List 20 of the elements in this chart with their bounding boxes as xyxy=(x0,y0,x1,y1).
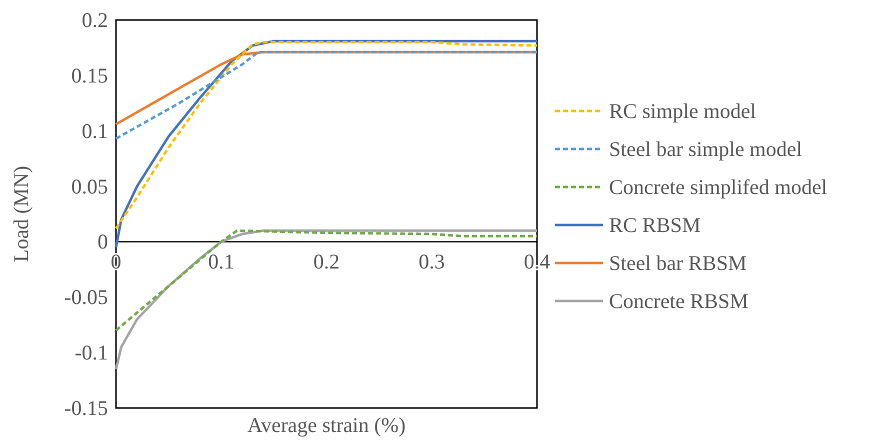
legend-label: Steel bar RBSM xyxy=(609,251,747,275)
y-tick-label: 0.1 xyxy=(82,118,108,143)
line-series xyxy=(114,50,538,140)
legend-label: RC simple model xyxy=(609,99,756,123)
legend-label: RC RBSM xyxy=(609,213,701,237)
legend-label: Concrete simplifed model xyxy=(609,175,828,199)
y-tick-label: 0.2 xyxy=(82,8,108,32)
x-tick-label: 0.2 xyxy=(313,250,340,274)
x-tick-label: 0.3 xyxy=(418,250,445,274)
x-axis-title: Average strain (%) xyxy=(247,413,406,437)
y-tick-label: -0.15 xyxy=(64,396,108,420)
y-tick-label: 0.05 xyxy=(71,174,108,198)
x-tick-label: 0.1 xyxy=(208,250,234,274)
legend-label: Concrete RBSM xyxy=(609,289,749,313)
y-tick-label: 0.15 xyxy=(71,63,108,88)
y-tick-label: 0 xyxy=(98,230,108,254)
legend-label: Steel bar simple model xyxy=(609,137,802,161)
y-axis-title: Load (MN) xyxy=(9,166,33,262)
y-tick-label: -0.1 xyxy=(74,340,108,365)
y-tick-label: -0.05 xyxy=(64,285,108,310)
